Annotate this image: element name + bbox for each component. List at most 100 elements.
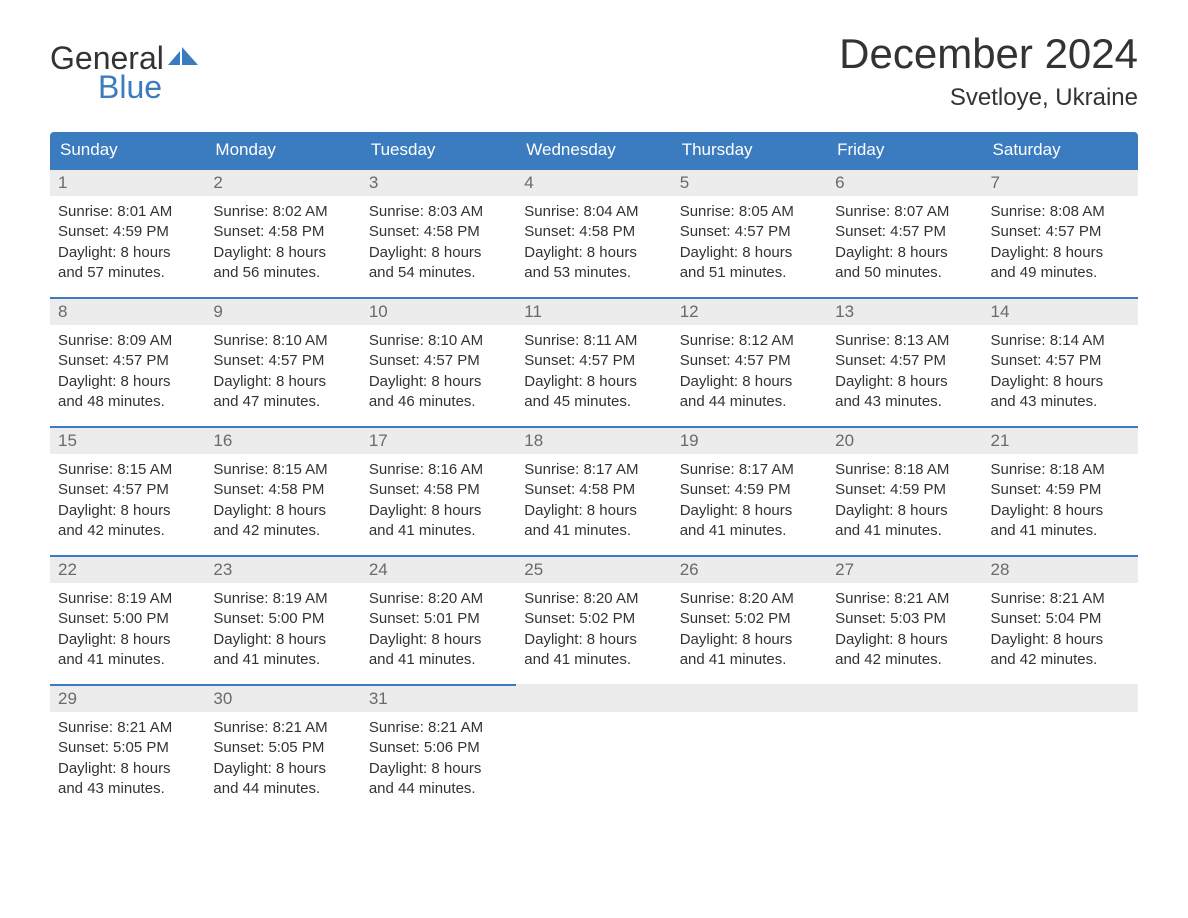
day-cell: Sunrise: 8:14 AMSunset: 4:57 PMDaylight:… — [983, 325, 1138, 412]
day-number: 30 — [205, 684, 360, 712]
day-number-strip: 1234567 — [50, 168, 1138, 196]
sunset-text: Sunset: 4:58 PM — [369, 222, 508, 242]
daylight-text: Daylight: 8 hours — [213, 243, 352, 263]
day-cell: Sunrise: 8:09 AMSunset: 4:57 PMDaylight:… — [50, 325, 205, 412]
sunset-text: Sunset: 5:02 PM — [680, 609, 819, 629]
daylight-text: and 43 minutes. — [991, 392, 1130, 412]
day-number: 12 — [672, 299, 827, 325]
sunrise-text: Sunrise: 8:14 AM — [991, 331, 1130, 351]
day-cell: Sunrise: 8:12 AMSunset: 4:57 PMDaylight:… — [672, 325, 827, 412]
sunrise-text: Sunrise: 8:10 AM — [369, 331, 508, 351]
daylight-text: Daylight: 8 hours — [213, 630, 352, 650]
day-cell: Sunrise: 8:05 AMSunset: 4:57 PMDaylight:… — [672, 196, 827, 283]
daylight-text: Daylight: 8 hours — [369, 630, 508, 650]
daylight-text: and 43 minutes. — [835, 392, 974, 412]
sunrise-text: Sunrise: 8:21 AM — [991, 589, 1130, 609]
weekday-label: Thursday — [672, 132, 827, 168]
weekday-label: Tuesday — [361, 132, 516, 168]
day-number: 22 — [50, 557, 205, 583]
daylight-text: Daylight: 8 hours — [213, 759, 352, 779]
day-number: 11 — [516, 299, 671, 325]
day-cell: Sunrise: 8:19 AMSunset: 5:00 PMDaylight:… — [50, 583, 205, 670]
sunrise-text: Sunrise: 8:21 AM — [58, 718, 197, 738]
weekday-label: Saturday — [983, 132, 1138, 168]
daylight-text: Daylight: 8 hours — [369, 243, 508, 263]
week-row: 15161718192021Sunrise: 8:15 AMSunset: 4:… — [50, 426, 1138, 541]
daylight-text: and 41 minutes. — [58, 650, 197, 670]
sunset-text: Sunset: 4:58 PM — [369, 480, 508, 500]
daylight-text: and 42 minutes. — [58, 521, 197, 541]
sunset-text: Sunset: 4:58 PM — [213, 222, 352, 242]
day-cell: Sunrise: 8:07 AMSunset: 4:57 PMDaylight:… — [827, 196, 982, 283]
day-cell: Sunrise: 8:17 AMSunset: 4:58 PMDaylight:… — [516, 454, 671, 541]
sunrise-text: Sunrise: 8:17 AM — [524, 460, 663, 480]
day-number: 28 — [983, 557, 1138, 583]
sunset-text: Sunset: 5:05 PM — [58, 738, 197, 758]
day-number: 23 — [205, 557, 360, 583]
weekday-header: Sunday Monday Tuesday Wednesday Thursday… — [50, 132, 1138, 168]
day-number-strip: 15161718192021 — [50, 426, 1138, 454]
day-number-strip: 891011121314 — [50, 297, 1138, 325]
day-number: 5 — [672, 170, 827, 196]
day-cell: Sunrise: 8:21 AMSunset: 5:03 PMDaylight:… — [827, 583, 982, 670]
day-number: 25 — [516, 557, 671, 583]
day-cell: Sunrise: 8:17 AMSunset: 4:59 PMDaylight:… — [672, 454, 827, 541]
day-cell — [516, 712, 671, 799]
sunset-text: Sunset: 4:58 PM — [213, 480, 352, 500]
day-number: 24 — [361, 557, 516, 583]
sunset-text: Sunset: 4:59 PM — [835, 480, 974, 500]
day-content-strip: Sunrise: 8:21 AMSunset: 5:05 PM Daylight:… — [50, 712, 1138, 799]
day-cell: Sunrise: 8:20 AMSunset: 5:02 PMDaylight:… — [516, 583, 671, 670]
daylight-text: and 46 minutes. — [369, 392, 508, 412]
sunrise-text: Sunrise: 8:17 AM — [680, 460, 819, 480]
sunrise-text: Sunrise: 8:20 AM — [524, 589, 663, 609]
week-row: 293031 Sunrise: 8:21 AMSunset: 5:05 PM Day… — [50, 684, 1138, 799]
sunrise-text: Sunrise: 8:20 AM — [369, 589, 508, 609]
daylight-text: and 47 minutes. — [213, 392, 352, 412]
sunset-text: Sunset: 4:58 PM — [524, 222, 663, 242]
week-row: 22232425262728Sunrise: 8:19 AMSunset: 5:… — [50, 555, 1138, 670]
sunrise-text: Sunrise: 8:10 AM — [213, 331, 352, 351]
day-cell: Sunrise: 8:16 AMSunset: 4:58 PMDaylight:… — [361, 454, 516, 541]
day-number — [516, 684, 671, 712]
daylight-text: and 44 minutes. — [680, 392, 819, 412]
daylight-text: Daylight: 8 hours — [524, 630, 663, 650]
sunset-text: Sunset: 5:04 PM — [991, 609, 1130, 629]
daylight-text: and 44 minutes. — [369, 779, 508, 799]
day-cell: Sunrise: 8:18 AMSunset: 4:59 PMDaylight:… — [827, 454, 982, 541]
sunrise-text: Sunrise: 8:12 AM — [680, 331, 819, 351]
daylight-text: and 56 minutes. — [213, 263, 352, 283]
day-number: 3 — [361, 170, 516, 196]
day-cell: Sunrise: 8:18 AMSunset: 4:59 PMDaylight:… — [983, 454, 1138, 541]
day-cell — [672, 712, 827, 799]
sunset-text: Sunset: 4:59 PM — [680, 480, 819, 500]
daylight-text: Daylight: 8 hours — [680, 630, 819, 650]
day-content-strip: Sunrise: 8:15 AMSunset: 4:57 PMDaylight:… — [50, 454, 1138, 541]
daylight-text: Daylight: 8 hours — [835, 372, 974, 392]
daylight-text: Daylight: 8 hours — [680, 243, 819, 263]
daylight-text: Daylight: 8 hours — [58, 501, 197, 521]
daylight-text: Daylight: 8 hours — [213, 501, 352, 521]
sunset-text: Sunset: 4:59 PM — [991, 480, 1130, 500]
week-row: 891011121314Sunrise: 8:09 AMSunset: 4:57… — [50, 297, 1138, 412]
sunset-text: Sunset: 4:57 PM — [680, 222, 819, 242]
day-number: 10 — [361, 299, 516, 325]
location-label: Svetloye, Ukraine — [839, 84, 1138, 112]
sunrise-text: Sunrise: 8:09 AM — [58, 331, 197, 351]
day-number-strip: 293031 — [50, 684, 1138, 712]
daylight-text: Daylight: 8 hours — [58, 243, 197, 263]
day-cell — [983, 712, 1138, 799]
daylight-text: Daylight: 8 hours — [58, 372, 197, 392]
sunset-text: Sunset: 4:57 PM — [58, 480, 197, 500]
day-cell: Sunrise: 8:08 AMSunset: 4:57 PMDaylight:… — [983, 196, 1138, 283]
sunrise-text: Sunrise: 8:19 AM — [58, 589, 197, 609]
sunrise-text: Sunrise: 8:08 AM — [991, 202, 1130, 222]
day-cell: Sunrise: 8:20 AMSunset: 5:01 PMDaylight:… — [361, 583, 516, 670]
day-cell: Sunrise: 8:10 AMSunset: 4:57 PMDaylight:… — [361, 325, 516, 412]
daylight-text: Daylight: 8 hours — [835, 501, 974, 521]
day-cell: Sunrise: 8:11 AMSunset: 4:57 PMDaylight:… — [516, 325, 671, 412]
sunset-text: Sunset: 5:01 PM — [369, 609, 508, 629]
day-cell: Sunrise: 8:15 AMSunset: 4:57 PMDaylight:… — [50, 454, 205, 541]
sunrise-text: Sunrise: 8:05 AM — [680, 202, 819, 222]
page-header: General Blue December 2024 Svetloye, Ukr… — [50, 30, 1138, 112]
